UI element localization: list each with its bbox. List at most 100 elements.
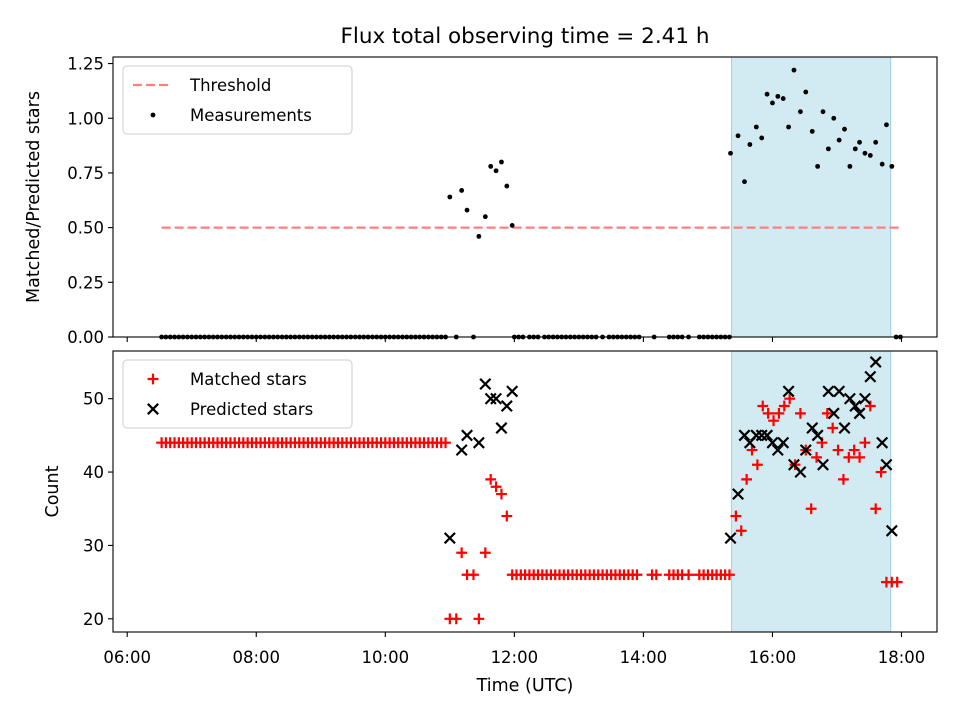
data-point xyxy=(493,168,499,174)
data-point xyxy=(852,146,858,152)
data-point xyxy=(791,67,797,73)
y-tick-label: 1.25 xyxy=(67,55,104,74)
data-point xyxy=(854,451,865,463)
data-point xyxy=(738,429,751,442)
y-axis-label: Matched/Predicted stars xyxy=(24,91,44,303)
data-point xyxy=(778,400,790,412)
data-point xyxy=(468,569,479,581)
data-point xyxy=(870,503,882,515)
data-point xyxy=(794,466,807,479)
data-point xyxy=(755,429,768,442)
data-point xyxy=(472,436,485,449)
data-point xyxy=(831,115,837,121)
data-point xyxy=(862,150,868,156)
data-point xyxy=(858,392,871,405)
data-point xyxy=(876,436,889,449)
series-predicted-stars xyxy=(443,356,898,545)
shaded-span xyxy=(731,56,892,338)
data-point xyxy=(741,473,753,485)
data-point xyxy=(479,378,492,390)
y-tick-label: 0.75 xyxy=(67,164,104,183)
x-tick-label: 16:00 xyxy=(749,648,797,667)
data-point xyxy=(799,444,812,457)
y-tick-label: 30 xyxy=(83,536,104,555)
x-tick-label: 18:00 xyxy=(878,648,926,667)
x-tick-label: 10:00 xyxy=(362,648,410,667)
data-point xyxy=(795,407,806,419)
data-point xyxy=(499,159,504,165)
data-point xyxy=(782,385,795,398)
legend: Threshold Measurements xyxy=(122,65,353,135)
data-point xyxy=(761,429,774,442)
y-tick-label: 40 xyxy=(83,463,104,482)
y-tick-label: 1.00 xyxy=(67,109,104,128)
data-point xyxy=(735,133,741,139)
data-point xyxy=(479,547,491,559)
data-point xyxy=(509,223,515,228)
data-point xyxy=(884,122,889,128)
x-tick-label: 08:00 xyxy=(232,648,280,667)
data-point xyxy=(728,150,733,156)
data-point xyxy=(490,481,502,493)
data-point xyxy=(811,429,824,442)
legend-label: Matched stars xyxy=(190,370,307,389)
data-point xyxy=(864,370,877,383)
legend-label: Predicted stars xyxy=(190,400,313,419)
y-tick-label: 20 xyxy=(83,610,104,629)
y-axis-label: Count xyxy=(43,465,63,517)
x-axis-label: Time (UTC) xyxy=(476,676,574,696)
data-point xyxy=(873,139,879,145)
data-point xyxy=(484,392,497,405)
top-panel: 0.00 0.25 0.50 0.75 1.00 1.25 Matched/Predicte… xyxy=(24,55,938,347)
data-point xyxy=(476,233,482,239)
data-point xyxy=(875,466,887,478)
data-point xyxy=(843,392,856,405)
data-point xyxy=(836,137,842,143)
data-point xyxy=(732,488,745,501)
data-point xyxy=(832,444,844,456)
data-point xyxy=(843,451,855,463)
data-point xyxy=(773,407,785,419)
data-point xyxy=(827,422,839,434)
data-point xyxy=(770,100,775,106)
data-point xyxy=(501,510,513,522)
data-point xyxy=(885,524,898,537)
data-point xyxy=(775,93,781,99)
legend-label: Measurements xyxy=(190,106,312,125)
data-point xyxy=(833,385,846,398)
bottom-panel: 20 30 40 50 06:00 08:00 10:00 12:00 14:00 16:00 18… xyxy=(43,350,938,667)
data-point xyxy=(730,510,742,522)
data-point xyxy=(762,407,774,419)
data-point xyxy=(864,400,876,412)
data-point xyxy=(757,400,769,412)
data-point xyxy=(784,393,796,405)
data-point xyxy=(869,356,882,368)
data-point xyxy=(777,436,790,449)
legend-label: Threshold xyxy=(189,76,271,95)
data-point xyxy=(838,422,851,435)
y-tick-label: 0.25 xyxy=(67,273,104,292)
data-point xyxy=(496,488,507,500)
data-point xyxy=(746,444,758,456)
axes-frame xyxy=(112,56,938,338)
data-point xyxy=(798,109,803,115)
legend-handle xyxy=(147,373,159,385)
data-point xyxy=(817,458,829,471)
data-point xyxy=(822,385,835,398)
data-point xyxy=(803,89,809,95)
data-point xyxy=(786,124,791,130)
data-point xyxy=(753,124,759,130)
data-point xyxy=(847,163,853,169)
y-tick-label: 0.50 xyxy=(67,219,104,238)
data-point xyxy=(473,613,485,625)
data-point xyxy=(735,525,747,537)
axes-frame xyxy=(112,350,938,633)
data-point xyxy=(827,407,840,420)
x-tick-label: 06:00 xyxy=(103,648,151,667)
y-tick-label: 0.00 xyxy=(67,328,104,347)
data-point xyxy=(771,444,784,457)
data-point xyxy=(867,153,873,158)
data-point xyxy=(849,400,862,413)
legend: Matched stars Predicted stars xyxy=(122,359,353,429)
